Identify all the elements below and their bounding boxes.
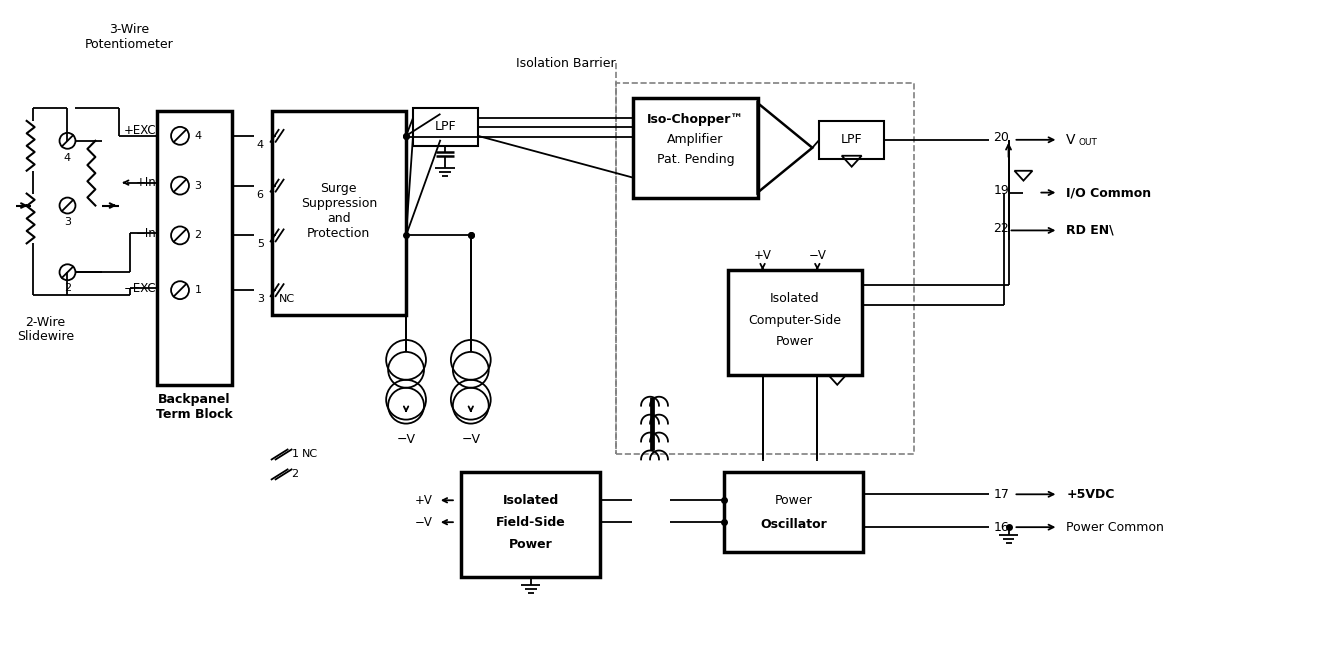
- Text: Term Block: Term Block: [157, 408, 233, 421]
- Bar: [414, 108, 478, 146]
- Text: −V: −V: [415, 516, 433, 529]
- Text: 3: 3: [257, 294, 263, 304]
- Text: and: and: [327, 212, 350, 225]
- Text: LPF: LPF: [840, 134, 863, 146]
- Text: +In: +In: [136, 176, 157, 189]
- Bar: [616, 83, 914, 455]
- Text: Surge: Surge: [320, 182, 357, 195]
- Text: 20: 20: [993, 132, 1009, 144]
- Text: Isolation Barrier: Isolation Barrier: [515, 57, 615, 69]
- Text: Computer-Side: Computer-Side: [748, 313, 842, 327]
- Text: Power: Power: [508, 537, 552, 551]
- Text: +5VDC: +5VDC: [1067, 488, 1114, 501]
- Bar: [157, 111, 232, 385]
- Text: 2-Wire: 2-Wire: [25, 315, 66, 329]
- Text: 22: 22: [993, 222, 1009, 235]
- Text: Suppression: Suppression: [300, 197, 377, 210]
- Text: Backpanel: Backpanel: [158, 393, 230, 407]
- Text: Pat. Pending: Pat. Pending: [657, 153, 734, 166]
- Text: 2: 2: [195, 231, 202, 241]
- Text: 4: 4: [257, 140, 263, 150]
- Text: +V: +V: [753, 249, 772, 262]
- Bar: [271, 111, 406, 315]
- Text: 17: 17: [993, 488, 1009, 501]
- Text: 1: 1: [291, 449, 299, 459]
- Text: Isolated: Isolated: [770, 292, 819, 305]
- Text: Isolated: Isolated: [502, 494, 558, 507]
- Text: −V: −V: [461, 433, 481, 446]
- Text: Slidewire: Slidewire: [17, 330, 74, 344]
- Text: NC: NC: [302, 449, 317, 459]
- Text: LPF: LPF: [435, 120, 456, 134]
- Text: I/O Common: I/O Common: [1067, 186, 1151, 199]
- Text: V: V: [1067, 133, 1076, 147]
- Text: Power Common: Power Common: [1067, 521, 1164, 533]
- Bar: [461, 473, 601, 577]
- Text: Iso-Chopper™: Iso-Chopper™: [647, 114, 744, 126]
- Bar: [728, 270, 863, 375]
- Text: −EXC: −EXC: [124, 282, 157, 295]
- Text: −V: −V: [396, 433, 416, 446]
- Text: Power: Power: [774, 494, 813, 507]
- Text: 6: 6: [257, 190, 263, 200]
- Text: −In: −In: [136, 227, 157, 240]
- Text: 4: 4: [195, 131, 202, 141]
- Text: 3: 3: [65, 217, 71, 227]
- Text: −V: −V: [809, 249, 826, 262]
- Text: 3: 3: [195, 180, 202, 190]
- Bar: [724, 473, 863, 552]
- Text: 16: 16: [993, 521, 1009, 533]
- Text: Potentiometer: Potentiometer: [84, 38, 174, 51]
- Text: NC: NC: [279, 294, 295, 304]
- Bar: [819, 121, 884, 159]
- Text: 5: 5: [257, 239, 263, 249]
- Text: 4: 4: [65, 153, 71, 163]
- Text: +V: +V: [415, 494, 433, 507]
- Text: Protection: Protection: [307, 227, 370, 240]
- Text: Amplifier: Amplifier: [668, 134, 723, 146]
- Text: 2: 2: [65, 283, 71, 293]
- Text: RD EN\: RD EN\: [1067, 224, 1114, 237]
- Text: 3-Wire: 3-Wire: [109, 22, 149, 36]
- Bar: [633, 98, 757, 198]
- Text: Power: Power: [776, 335, 814, 348]
- Text: 19: 19: [993, 184, 1009, 197]
- Text: 1: 1: [195, 285, 202, 295]
- Text: Oscillator: Oscillator: [760, 518, 827, 531]
- Text: Field-Side: Field-Side: [495, 516, 565, 529]
- Text: OUT: OUT: [1079, 138, 1097, 147]
- Text: +EXC: +EXC: [124, 124, 157, 137]
- Text: 2: 2: [291, 469, 299, 479]
